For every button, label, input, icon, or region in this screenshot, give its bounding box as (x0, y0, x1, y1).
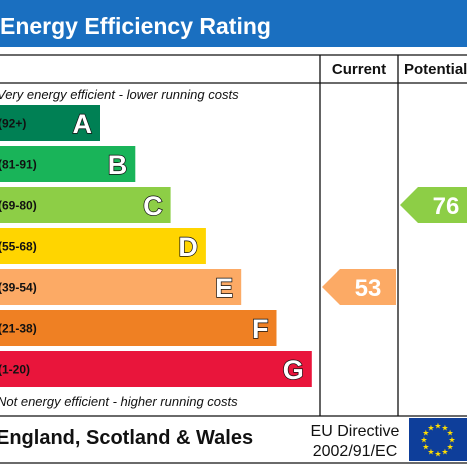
band-letter-c: C (143, 191, 163, 221)
band-letter-a: A (73, 109, 93, 139)
eu-directive-label: EU Directive (311, 423, 400, 440)
rating-bands: (92+) A (81-91) B (69-80) C (55-68) D (39-54) E (2… (0, 105, 312, 387)
eu-star-icon: ★ (434, 450, 441, 459)
eu-star-icon: ★ (447, 429, 454, 438)
eu-flag-background (409, 418, 467, 461)
eu-star-icon: ★ (447, 443, 454, 452)
eu-star-icon: ★ (422, 443, 429, 452)
eu-star-icon: ★ (422, 429, 429, 438)
eu-star-icon: ★ (434, 422, 441, 431)
potential-column-header: Potential (404, 61, 467, 78)
header-bar: Energy Efficiency Rating (0, 0, 467, 47)
current-arrow (322, 269, 396, 305)
bottom-note: Not energy efficient - higher running co… (0, 394, 238, 409)
current-score: 53 (355, 275, 382, 302)
band-letter-b: B (108, 150, 128, 180)
footer-country: England, Scotland & Wales (0, 427, 253, 449)
band-b (0, 146, 136, 182)
eu-star-icon: ★ (441, 448, 448, 457)
top-note: Very energy efficient - lower running co… (0, 87, 239, 102)
current-column-header: Current (332, 61, 386, 78)
eu-star-icon: ★ (420, 436, 427, 445)
eu-star-icon: ★ (441, 423, 448, 432)
band-range-a: (92+) (0, 117, 26, 131)
table-frame (0, 54, 467, 464)
potential-arrow (400, 187, 467, 223)
band-g (0, 351, 312, 387)
potential-score: 76 (433, 193, 460, 220)
band-range-g: (1-20) (0, 363, 30, 377)
eu-star-icon: ★ (427, 423, 434, 432)
band-letter-f: F (252, 314, 269, 344)
band-range-f: (21-38) (0, 322, 37, 336)
band-letter-e: E (215, 273, 233, 303)
header-title: Energy Efficiency Rating (0, 13, 271, 39)
band-f (0, 310, 277, 346)
band-letter-g: G (283, 355, 304, 385)
eu-directive-number: 2002/91/EC (313, 443, 398, 460)
band-range-b: (81-91) (0, 158, 37, 172)
band-e (0, 269, 242, 305)
band-c (0, 187, 171, 223)
band-range-d: (55-68) (0, 240, 37, 254)
eu-star-icon: ★ (427, 448, 434, 457)
band-a (0, 105, 100, 141)
rating-arrows: 53 76 (322, 187, 467, 305)
band-letter-d: D (178, 232, 198, 262)
eu-star-icon: ★ (448, 436, 455, 445)
eu-flag-icon: ★ ★★★★★★★★★★★ (409, 418, 467, 461)
band-range-e: (39-54) (0, 281, 37, 295)
band-d (0, 228, 206, 264)
band-range-c: (69-80) (0, 199, 37, 213)
